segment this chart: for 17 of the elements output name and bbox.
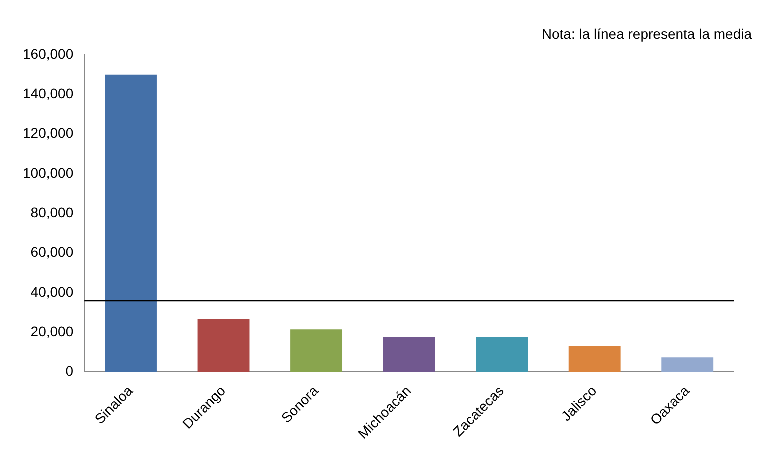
y-tick-label: 160,000 xyxy=(22,46,74,62)
y-tick-label: 120,000 xyxy=(22,125,74,142)
bar xyxy=(476,336,528,372)
y-tick-label: 20,000 xyxy=(30,323,74,340)
bar xyxy=(568,346,621,372)
y-tick-label: 140,000 xyxy=(22,86,74,102)
bar xyxy=(662,358,714,372)
y-tick-label: 60,000 xyxy=(30,244,74,260)
bar xyxy=(290,330,343,372)
bar xyxy=(383,337,436,372)
y-tick-label: 80,000 xyxy=(30,204,74,220)
y-tick-label: 100,000 xyxy=(22,164,74,181)
bar xyxy=(198,320,250,372)
text: Nota: la línea representa la media xyxy=(542,26,752,42)
y-tick-label: 40,000 xyxy=(30,284,74,300)
bar xyxy=(105,74,157,372)
y-tick-label: 0 xyxy=(66,363,74,380)
